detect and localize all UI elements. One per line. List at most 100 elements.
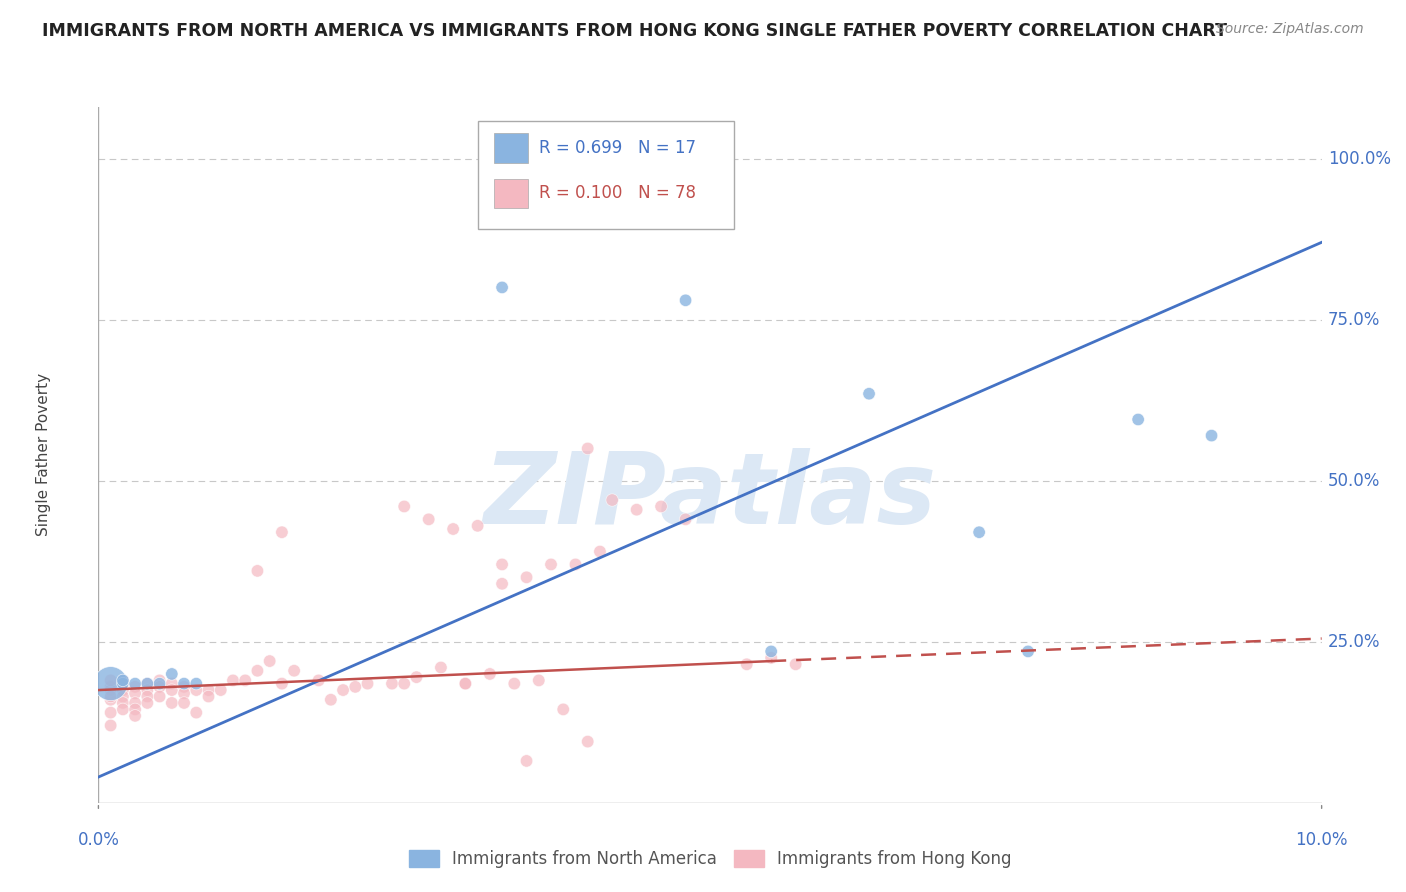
Point: [430, 660, 453, 674]
Point: [308, 673, 330, 688]
Point: [553, 702, 575, 716]
Point: [186, 683, 208, 698]
Point: [467, 518, 489, 533]
Point: [576, 734, 599, 748]
Point: [491, 576, 513, 591]
Point: [259, 654, 281, 668]
Point: [186, 676, 208, 690]
Point: [491, 280, 513, 294]
Point: [600, 493, 623, 508]
Point: [136, 683, 159, 698]
Point: [100, 690, 122, 704]
Point: [356, 676, 378, 690]
Text: 10.0%: 10.0%: [1295, 830, 1348, 848]
Point: [124, 708, 146, 723]
Text: R = 0.100   N = 78: R = 0.100 N = 78: [538, 185, 696, 202]
FancyBboxPatch shape: [494, 178, 527, 208]
Point: [270, 525, 292, 540]
Text: Source: ZipAtlas.com: Source: ZipAtlas.com: [1216, 22, 1364, 37]
Point: [246, 564, 269, 578]
Point: [111, 683, 134, 698]
Point: [136, 676, 159, 690]
Point: [173, 696, 195, 710]
Point: [650, 500, 672, 514]
Point: [759, 651, 782, 665]
FancyBboxPatch shape: [494, 134, 527, 162]
Point: [160, 667, 183, 681]
Point: [124, 702, 146, 716]
Text: 0.0%: 0.0%: [77, 830, 120, 848]
Point: [418, 512, 440, 526]
Text: 50.0%: 50.0%: [1327, 472, 1381, 490]
Point: [149, 676, 172, 690]
Point: [124, 696, 146, 710]
Point: [576, 442, 599, 456]
Point: [967, 525, 990, 540]
Point: [735, 657, 758, 672]
Point: [111, 702, 134, 716]
Point: [173, 680, 195, 694]
Point: [149, 690, 172, 704]
Point: [344, 680, 367, 694]
Point: [516, 754, 538, 768]
Point: [785, 657, 807, 672]
Point: [136, 696, 159, 710]
Point: [111, 673, 134, 688]
Text: 100.0%: 100.0%: [1327, 150, 1391, 168]
Point: [100, 673, 122, 688]
Point: [100, 718, 122, 732]
Point: [589, 544, 612, 558]
Point: [100, 692, 122, 706]
Point: [626, 502, 648, 516]
Point: [454, 676, 477, 690]
Point: [160, 683, 183, 698]
Point: [111, 690, 134, 704]
Point: [160, 676, 183, 690]
Point: [516, 570, 538, 584]
Point: [111, 676, 134, 690]
Text: ZIPatlas: ZIPatlas: [484, 448, 936, 545]
Point: [1128, 412, 1150, 426]
Point: [381, 676, 404, 690]
Point: [209, 683, 232, 698]
Point: [124, 686, 146, 700]
Point: [319, 692, 342, 706]
Point: [197, 690, 219, 704]
Point: [173, 686, 195, 700]
Point: [454, 676, 477, 690]
Point: [503, 676, 526, 690]
Text: Single Father Poverty: Single Father Poverty: [37, 374, 51, 536]
Point: [100, 680, 122, 694]
Point: [100, 683, 122, 698]
Point: [270, 676, 292, 690]
Point: [124, 676, 146, 690]
Point: [540, 558, 562, 572]
Point: [491, 558, 513, 572]
Text: R = 0.699   N = 17: R = 0.699 N = 17: [538, 139, 696, 157]
Point: [186, 706, 208, 720]
Point: [136, 676, 159, 690]
Point: [100, 676, 122, 690]
Point: [675, 293, 697, 308]
Point: [173, 676, 195, 690]
Point: [111, 673, 134, 688]
Point: [197, 683, 219, 698]
Point: [332, 683, 354, 698]
Point: [759, 644, 782, 658]
Point: [136, 690, 159, 704]
Text: IMMIGRANTS FROM NORTH AMERICA VS IMMIGRANTS FROM HONG KONG SINGLE FATHER POVERTY: IMMIGRANTS FROM NORTH AMERICA VS IMMIGRA…: [42, 22, 1227, 40]
Point: [392, 676, 416, 690]
FancyBboxPatch shape: [478, 121, 734, 229]
Legend: Immigrants from North America, Immigrants from Hong Kong: Immigrants from North America, Immigrant…: [402, 843, 1018, 874]
Point: [283, 664, 305, 678]
Point: [149, 680, 172, 694]
Point: [478, 667, 501, 681]
Point: [405, 670, 427, 684]
Text: 25.0%: 25.0%: [1327, 632, 1381, 651]
Point: [1017, 644, 1039, 658]
Point: [527, 673, 550, 688]
Point: [222, 673, 245, 688]
Point: [858, 386, 880, 401]
Point: [233, 673, 256, 688]
Text: 75.0%: 75.0%: [1327, 310, 1381, 328]
